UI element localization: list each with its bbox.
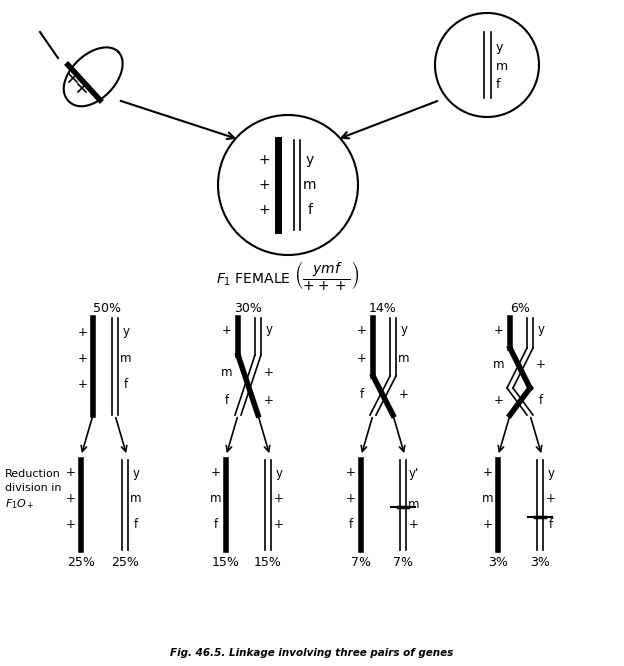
Text: +: +: [274, 492, 284, 505]
Text: +: +: [409, 517, 419, 531]
Text: f: f: [349, 517, 353, 531]
Text: +: +: [66, 492, 76, 505]
Text: 50%: 50%: [93, 302, 121, 314]
Text: +: +: [483, 466, 493, 480]
Text: +: +: [399, 388, 409, 402]
Text: 15%: 15%: [254, 555, 282, 569]
Text: 6%: 6%: [510, 302, 530, 314]
Text: f: f: [539, 394, 543, 406]
Text: m: m: [493, 358, 505, 372]
Text: 30%: 30%: [234, 302, 262, 314]
Text: +: +: [346, 466, 356, 480]
Text: 3%: 3%: [530, 555, 550, 569]
Text: f: f: [124, 378, 128, 392]
Text: $F_1$ FEMALE $\left(\dfrac{ymf}{+++}\right)$: $F_1$ FEMALE $\left(\dfrac{ymf}{+++}\rig…: [217, 258, 359, 292]
Text: +: +: [78, 352, 88, 364]
Text: +: +: [222, 324, 232, 336]
Text: m: m: [130, 492, 142, 505]
Text: +: +: [78, 378, 88, 392]
Text: +: +: [211, 466, 221, 480]
Text: 7%: 7%: [393, 555, 413, 569]
Text: y: y: [496, 41, 504, 53]
Text: y: y: [547, 466, 555, 480]
Text: 14%: 14%: [369, 302, 397, 314]
Text: f: f: [134, 517, 138, 531]
Text: m: m: [496, 61, 508, 73]
Text: f: f: [308, 203, 313, 217]
Text: +: +: [78, 326, 88, 338]
Text: +: +: [66, 466, 76, 480]
Text: 3%: 3%: [488, 555, 508, 569]
Text: +: +: [494, 394, 504, 406]
Text: m: m: [398, 352, 410, 364]
Text: +: +: [536, 358, 546, 372]
Text: +: +: [264, 366, 274, 380]
Text: 25%: 25%: [111, 555, 139, 569]
Text: f: f: [214, 517, 218, 531]
Text: +: +: [357, 352, 367, 364]
Text: y': y': [409, 466, 419, 480]
Text: y: y: [401, 324, 407, 336]
Text: +: +: [346, 492, 356, 505]
Text: +: +: [494, 324, 504, 336]
Text: m: m: [482, 492, 494, 505]
Text: y: y: [265, 324, 273, 336]
Text: +: +: [274, 517, 284, 531]
Text: +: +: [264, 394, 274, 406]
Text: +: +: [258, 153, 270, 167]
Text: +: +: [357, 324, 367, 336]
Text: Fig. 46.5. Linkage involving three pairs of genes: Fig. 46.5. Linkage involving three pairs…: [170, 648, 454, 658]
Text: +: +: [483, 517, 493, 531]
Text: y: y: [122, 326, 130, 338]
Text: f: f: [225, 394, 229, 406]
Text: +: +: [546, 492, 556, 505]
Text: 15%: 15%: [212, 555, 240, 569]
Text: m: m: [303, 178, 317, 192]
Text: m: m: [120, 352, 132, 364]
Text: y: y: [132, 466, 140, 480]
Text: 25%: 25%: [67, 555, 95, 569]
Text: y: y: [537, 324, 545, 336]
Text: +: +: [258, 203, 270, 217]
Text: m: m: [222, 366, 233, 380]
Text: m: m: [210, 492, 222, 505]
Text: Reduction
division in
$F_1O_+$: Reduction division in $F_1O_+$: [5, 469, 62, 511]
Text: m: m: [408, 498, 420, 511]
Text: +: +: [66, 517, 76, 531]
Text: f: f: [549, 517, 553, 531]
Text: y: y: [306, 153, 314, 167]
Text: 7%: 7%: [351, 555, 371, 569]
Text: f: f: [360, 388, 364, 402]
Text: y: y: [276, 466, 283, 480]
Text: f: f: [496, 79, 500, 91]
Text: +: +: [258, 178, 270, 192]
